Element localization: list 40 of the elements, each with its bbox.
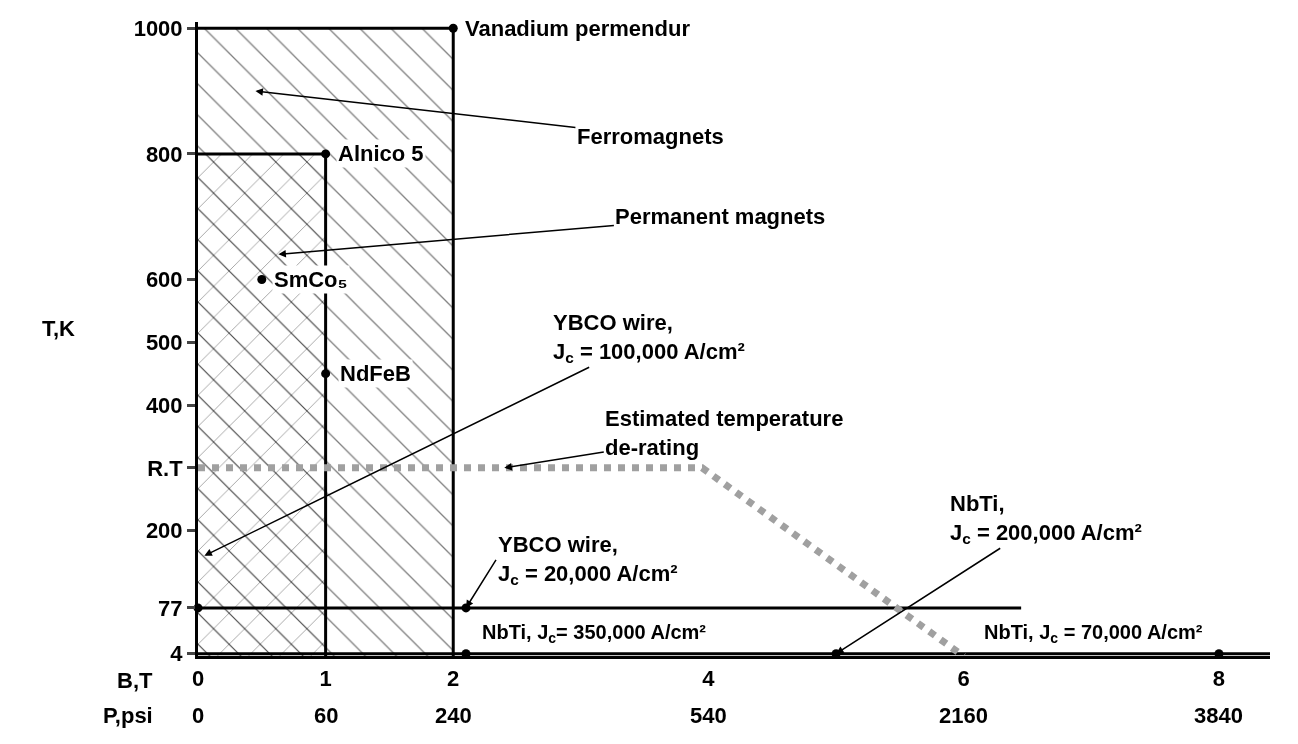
annotation: NbTi, J$_{c}$ = 70,000 A/cm² (984, 621, 1203, 647)
annotation: Permanent magnets (615, 204, 826, 229)
point (321, 149, 331, 159)
y-tick-label: R.T (147, 455, 184, 481)
annotation: SmCo₅ (274, 267, 348, 292)
y-tick-label: 1000 (133, 15, 183, 41)
text: P,psi (103, 703, 153, 728)
text: 60 (314, 703, 339, 728)
x-tick-label: 1 (319, 665, 332, 691)
annotation: YBCO wire, J$_{c}$ = 20,000 A/cm² (498, 532, 678, 589)
annotation: Estimated temperature de-rating (605, 406, 844, 460)
x-tick-label: 4 (702, 665, 716, 691)
x-tick-label: 2 (447, 665, 460, 691)
annotation: NdFeB (340, 361, 411, 386)
x-tick-label: 8 (1212, 665, 1226, 691)
x-tick-label: 6 (957, 665, 970, 691)
y-tick-label: 400 (145, 392, 183, 418)
x-tick-label: 0 (191, 665, 205, 691)
text: 3840 (1194, 703, 1243, 728)
y-tick-label: 600 (145, 267, 183, 293)
point (321, 369, 331, 379)
text: 2160 (939, 703, 988, 728)
annotation: YBCO wire, J$_{c}$ = 100,000 A/cm² (553, 310, 745, 367)
y-tick-label: 500 (145, 329, 183, 355)
y-tick-label: 200 (145, 518, 183, 544)
text: 540 (690, 703, 727, 728)
annotation: Ferromagnets (577, 124, 724, 149)
annotation: Vanadium permendur (465, 16, 691, 41)
text: 0 (192, 703, 205, 728)
text: 240 (435, 703, 472, 728)
point (448, 23, 458, 33)
annotation: Alnico 5 (338, 141, 424, 166)
y-tick-label: 800 (145, 141, 183, 167)
y-tick-label: 4 (170, 641, 184, 667)
y-tick-label: 77 (158, 595, 183, 621)
annotation: NbTi, J$_{c}$= 350,000 A/cm² (482, 621, 707, 647)
y-axis-title: T,K (42, 316, 76, 341)
point (257, 274, 267, 284)
annotation: NbTi, J$_{c}$ = 200,000 A/cm² (950, 491, 1142, 548)
x-axis-title: B,T (117, 668, 153, 693)
